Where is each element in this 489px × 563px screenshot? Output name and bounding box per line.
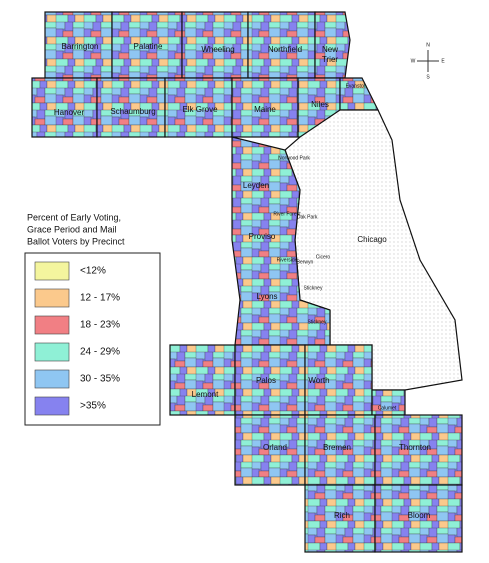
compass-label: N [426,42,430,48]
township-label: Cicero [316,254,331,260]
township-label: Norwood Park [278,155,310,161]
township [44,11,113,79]
township [314,11,351,79]
township [181,11,249,79]
township [164,77,233,138]
township-label: Schaumburg [110,107,155,116]
township [374,414,463,486]
legend-title: Grace Period and Mail [27,224,117,234]
township-label: Leyden [243,181,269,190]
township-label: Berwyn [297,259,314,265]
township [111,11,183,79]
township-label: Stickney [308,319,327,325]
legend: Percent of Early Voting, Grace Period and… [24,212,161,426]
township-label: Orland [263,443,287,452]
compass: N S E W [411,42,446,80]
compass-label: W [411,58,416,64]
legend-swatch [34,342,70,362]
legend-title: Ballot Voters by Precinct [27,236,125,246]
township-label: Lemont [192,390,219,399]
compass-label: E [441,58,445,64]
township-label: Palatine [134,42,163,51]
township-label: Palos [256,376,276,385]
township-label: Bloom [408,511,431,520]
legend-label: 30 - 35% [80,374,120,385]
township-label: Calumet [378,405,397,411]
legend-swatch [34,261,70,281]
township [304,344,373,416]
township [371,389,406,416]
township-label: Thornton [399,443,431,452]
township [304,484,376,553]
township-label: Lyons [256,292,277,301]
township [31,77,98,138]
township [96,77,166,138]
township-label: Hanover [54,108,85,117]
legend-swatch [34,288,70,308]
legend-label: <12% [80,266,106,277]
township-label: Barrington [62,42,99,51]
township [374,484,463,553]
township-label: New [322,45,338,54]
legend-swatch [34,396,70,416]
township-label: Rich [334,511,350,520]
townships [31,11,463,553]
legend-title: Percent of Early Voting, [27,212,121,222]
legend-label: >35% [80,401,106,412]
township-label: Evanston [346,83,367,89]
compass-label: S [426,74,430,80]
township-label: Stickney [304,285,323,291]
legend-label: 24 - 29% [80,347,120,358]
township-label: Northfield [268,45,302,54]
township-label: River Forest [273,211,301,217]
township-label: Maine [254,105,276,114]
legend-label: 12 - 17% [80,293,120,304]
township-label: Bremen [323,443,351,452]
township-label: Elk Grove [182,105,218,114]
legend-swatch [34,369,70,389]
legend-box [24,252,161,426]
township-label: Worth [308,376,329,385]
township [169,344,236,416]
township-label: Chicago [357,235,387,244]
township [234,414,306,486]
township [231,136,331,346]
township [304,414,376,486]
legend-label: 18 - 23% [80,320,120,331]
township-label: Trier [322,55,338,64]
legend-swatch [34,315,70,335]
township-label: Proviso [249,232,276,241]
township-label: Niles [311,100,329,109]
township-label: Oak Park [297,214,318,220]
township [234,344,306,416]
township-label: Wheeling [201,45,234,54]
township-labels: Barrington Palatine Wheeling Northfield … [54,42,431,520]
township-label: Riverside [277,257,298,263]
